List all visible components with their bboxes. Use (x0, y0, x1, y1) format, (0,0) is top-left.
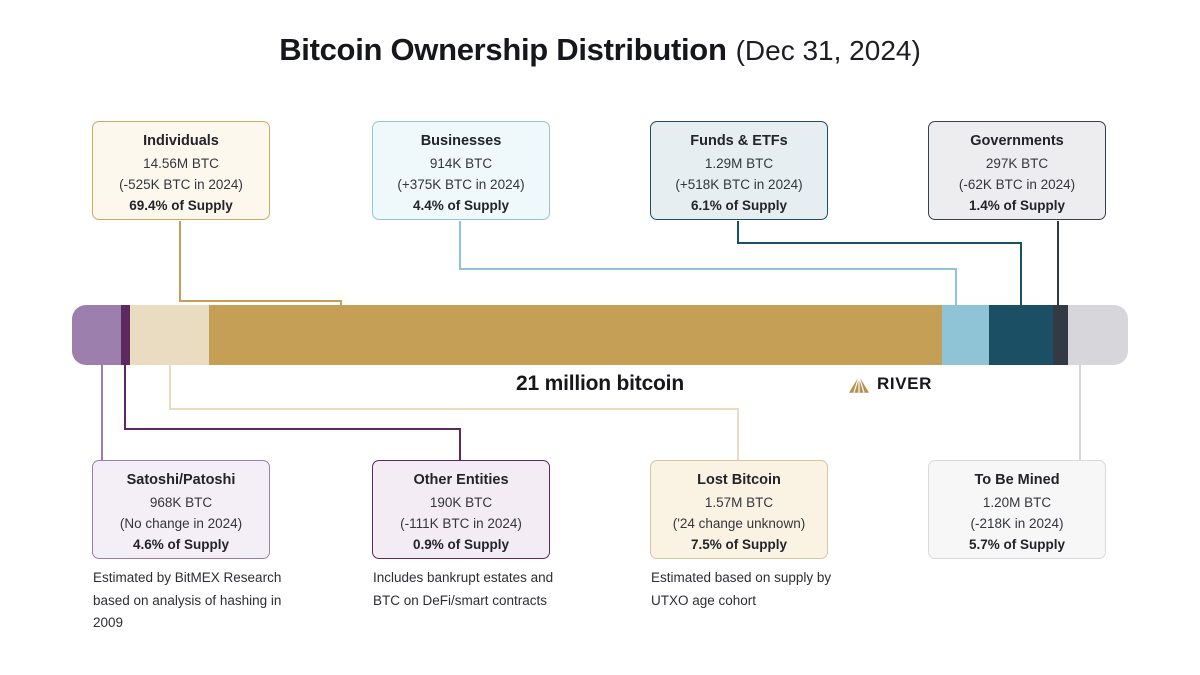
connector-lost-bitcoin (169, 408, 739, 410)
callout-lost-bitcoin: Lost Bitcoin 1.57M BTC ('24 change unkno… (650, 460, 828, 559)
callout-supply: 4.4% of Supply (412, 198, 510, 213)
connector-funds-etfs (1020, 242, 1022, 307)
connector-individuals (179, 300, 342, 302)
river-fan-icon (848, 375, 870, 394)
callout-btc: 1.29M BTC (704, 156, 774, 171)
callout-title: Individuals (143, 133, 219, 149)
callout-title: Businesses (420, 133, 502, 149)
connector-other-entities (459, 428, 461, 461)
river-wordmark: RIVER (877, 374, 932, 393)
bar-segment-lost (130, 305, 210, 365)
callout-title: Governments (970, 133, 1064, 149)
callout-btc: 14.56M BTC (143, 156, 219, 171)
callout-change: (+518K BTC in 2024) (675, 177, 803, 192)
connector-funds-etfs (737, 242, 1022, 244)
callout-supply: 6.1% of Supply (690, 198, 788, 213)
bar-segment-other (120, 305, 131, 365)
callout-btc: 297K BTC (985, 156, 1049, 171)
callout-btc: 968K BTC (149, 495, 213, 510)
callout-supply: 1.4% of Supply (968, 198, 1066, 213)
bar-segment-individuals (209, 305, 943, 365)
callout-supply: 7.5% of Supply (690, 537, 788, 552)
river-brand: RIVER (848, 374, 932, 394)
callout-to-be-mined: To Be Mined 1.20M BTC (-218K in 2024) 5.… (928, 460, 1106, 559)
callout-btc: 190K BTC (429, 495, 493, 510)
callout-change: (-62K BTC in 2024) (958, 177, 1076, 192)
callout-btc: 914K BTC (429, 156, 493, 171)
callout-change: (-111K BTC in 2024) (400, 516, 522, 531)
connector-governments (1057, 221, 1059, 307)
callout-title: To Be Mined (974, 472, 1060, 488)
callout-supply: 0.9% of Supply (412, 537, 510, 552)
connector-other-entities (124, 363, 126, 430)
connector-lost-bitcoin (737, 408, 739, 461)
connector-funds-etfs (737, 221, 739, 244)
callout-businesses: Businesses 914K BTC (+375K BTC in 2024) … (372, 121, 550, 220)
connector-other-entities (124, 428, 461, 430)
connector-satoshi (101, 363, 103, 461)
bar-total-label: 21 million bitcoin (516, 372, 684, 395)
callout-title: Satoshi/Patoshi (126, 472, 236, 488)
callout-change: ('24 change unknown) (672, 516, 806, 531)
bar-segment-mined (1067, 305, 1128, 365)
callout-supply: 4.6% of Supply (132, 537, 230, 552)
callout-btc: 1.20M BTC (982, 495, 1052, 510)
footnote-other-entities: Includes bankrupt estates and BTC on DeF… (373, 570, 554, 608)
callout-change: (+375K BTC in 2024) (397, 177, 525, 192)
callout-title: Other Entities (413, 472, 509, 488)
connector-businesses (459, 268, 957, 270)
connector-individuals (179, 221, 181, 302)
callout-btc: 1.57M BTC (704, 495, 774, 510)
bar-segment-businesses (942, 305, 989, 365)
callout-other-entities: Other Entities 190K BTC (-111K BTC in 20… (372, 460, 550, 559)
connector-businesses (459, 221, 461, 270)
connector-businesses (955, 268, 957, 307)
callout-governments: Governments 297K BTC (-62K BTC in 2024) … (928, 121, 1106, 220)
bar-segment-satoshi (72, 305, 121, 365)
connector-to-be-mined (1079, 363, 1081, 461)
bar-segment-governments (1052, 305, 1068, 365)
page-title: Bitcoin Ownership Distribution (Dec 31, 2… (0, 32, 1200, 68)
bar-segment-funds (988, 305, 1053, 365)
connector-lost-bitcoin (169, 363, 171, 410)
footnote-lost-bitcoin: Estimated based on supply by UTXO age co… (651, 570, 832, 608)
callout-individuals: Individuals 14.56M BTC (-525K BTC in 202… (92, 121, 270, 220)
connector-individuals (340, 300, 342, 307)
callout-change: (No change in 2024) (119, 516, 243, 531)
callout-satoshi-patoshi: Satoshi/Patoshi 968K BTC (No change in 2… (92, 460, 270, 559)
callout-title: Lost Bitcoin (697, 472, 781, 488)
callout-supply: 5.7% of Supply (968, 537, 1066, 552)
supply-bar (72, 305, 1128, 365)
title-date: (Dec 31, 2024) (735, 35, 921, 66)
callout-title: Funds & ETFs (690, 133, 788, 149)
callout-change: (-218K in 2024) (970, 516, 1064, 531)
title-main: Bitcoin Ownership Distribution (279, 32, 727, 67)
callout-change: (-525K BTC in 2024) (119, 177, 243, 192)
callout-funds-etfs: Funds & ETFs 1.29M BTC (+518K BTC in 202… (650, 121, 828, 220)
footnote-satoshi: Estimated by BitMEX Research based on an… (93, 570, 282, 631)
callout-supply: 69.4% of Supply (129, 198, 233, 213)
